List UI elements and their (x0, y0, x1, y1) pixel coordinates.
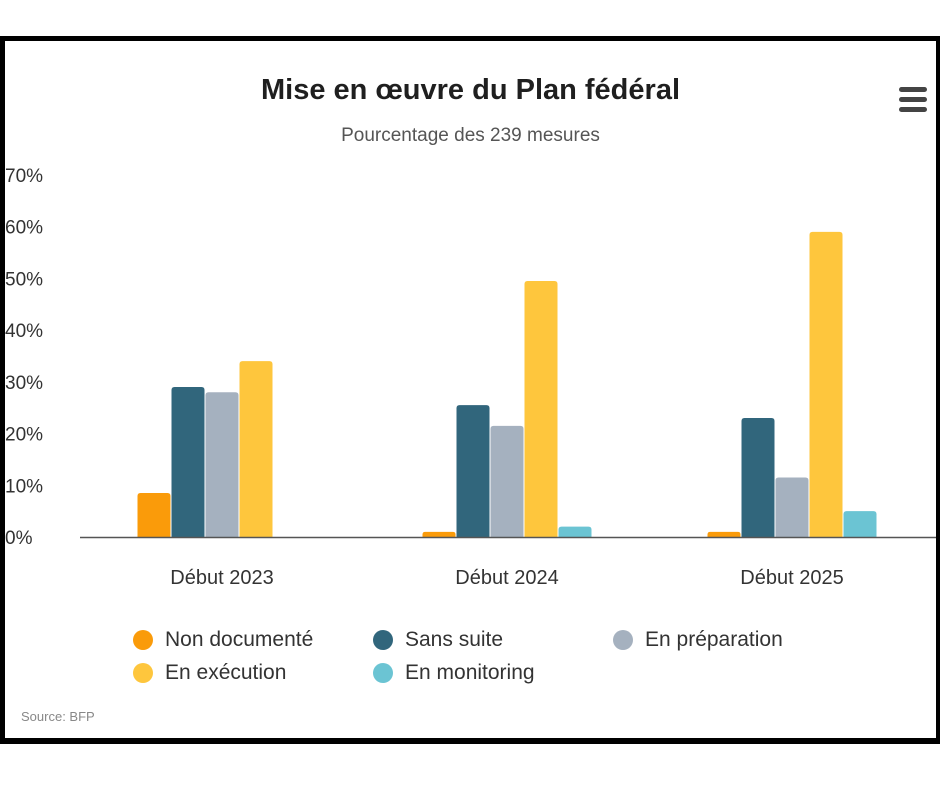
legend-label: En exécution (165, 661, 287, 684)
bar-en-ex-cution[interactable] (239, 361, 273, 537)
legend-marker-icon (373, 630, 393, 650)
legend-item[interactable]: Sans suite (373, 625, 503, 655)
legend-marker-icon (613, 630, 633, 650)
bar-sans-suite[interactable] (171, 387, 205, 537)
bar-non-document-[interactable] (707, 531, 741, 537)
bar-en-ex-cution[interactable] (524, 281, 558, 537)
legend-item[interactable]: Non documenté (133, 625, 313, 655)
legend-marker-icon (133, 663, 153, 683)
bar-sans-suite[interactable] (741, 418, 775, 537)
legend-marker-icon (133, 630, 153, 650)
bar-en-pr-paration[interactable] (205, 392, 239, 537)
bar-non-document-[interactable] (422, 531, 456, 537)
legend-item[interactable]: En exécution (133, 658, 286, 688)
y-tick-label: 0% (5, 528, 33, 549)
y-tick-label: 10% (5, 476, 43, 497)
legend-label: Sans suite (405, 628, 504, 651)
y-tick-label: 70% (5, 166, 43, 187)
legend-item[interactable]: En monitoring (373, 658, 535, 688)
bar-en-monitoring[interactable] (558, 526, 592, 537)
menu-line (899, 97, 927, 102)
bar-en-monitoring[interactable] (843, 511, 877, 537)
menu-line (899, 107, 927, 112)
y-tick-label: 20% (5, 425, 43, 446)
y-tick-label: 50% (5, 269, 43, 290)
bar-sans-suite[interactable] (456, 405, 490, 537)
bar-en-ex-cution[interactable] (809, 231, 843, 537)
chart-title: Mise en œuvre du Plan fédéral (261, 74, 680, 106)
legend-label: En monitoring (405, 661, 535, 684)
bar-en-pr-paration[interactable] (775, 477, 809, 537)
source-credit: Source: BFP (21, 709, 95, 724)
chart-legend: Non documenté Sans suite En préparation En … (5, 621, 936, 691)
y-tick-label: 30% (5, 373, 43, 394)
y-tick-label: 40% (5, 321, 43, 342)
legend-label: En préparation (645, 628, 783, 651)
hamburger-menu-icon[interactable] (897, 87, 929, 117)
legend-label: Non documenté (165, 628, 314, 651)
legend-item[interactable]: En préparation (613, 625, 783, 655)
bar-en-pr-paration[interactable] (490, 425, 524, 537)
x-tick-label: Début 2025 (740, 567, 843, 589)
x-tick-label: Début 2023 (170, 567, 273, 589)
bar-non-document-[interactable] (137, 493, 171, 537)
x-tick-label: Début 2024 (455, 567, 558, 589)
legend-marker-icon (373, 663, 393, 683)
menu-line (899, 87, 927, 92)
chart-card: Mise en œuvre du Plan fédéral Pourcentag… (5, 41, 936, 738)
bar-chart-plot: 0% 10% 20% 30% 40% 50% 60% 70% Début 2023 Début 2… (5, 166, 936, 589)
y-tick-label: 60% (5, 218, 43, 239)
chart-subtitle: Pourcentage des 239 mesures (341, 125, 600, 146)
